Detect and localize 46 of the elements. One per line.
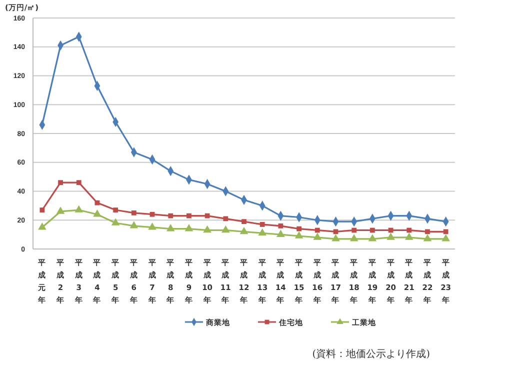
point [93, 210, 102, 217]
point [131, 210, 136, 216]
point [166, 224, 175, 232]
point [130, 221, 138, 228]
point [350, 234, 358, 242]
point [184, 224, 194, 232]
point [314, 228, 320, 233]
point [442, 234, 450, 242]
point [38, 222, 46, 230]
point [332, 234, 340, 242]
point [204, 213, 210, 218]
point [333, 229, 338, 234]
point [296, 226, 302, 232]
point [76, 180, 82, 186]
point [203, 225, 212, 233]
point [313, 232, 322, 240]
point [221, 225, 230, 233]
point [423, 234, 432, 242]
point [352, 228, 357, 233]
point [150, 212, 155, 217]
point [186, 213, 192, 218]
point [223, 216, 228, 222]
text: (資料：地価公示より作成) [312, 348, 430, 360]
point [370, 228, 375, 233]
point [74, 205, 84, 212]
point [240, 226, 248, 234]
point [40, 208, 45, 212]
point [242, 219, 246, 224]
point [113, 208, 118, 212]
point [425, 229, 430, 234]
point [294, 231, 304, 238]
point [148, 222, 156, 230]
point [58, 180, 63, 186]
point [443, 229, 448, 234]
point [94, 200, 100, 206]
point [258, 228, 267, 236]
point [278, 223, 284, 228]
point [168, 213, 174, 218]
point [386, 232, 395, 240]
point [111, 218, 120, 226]
point [260, 222, 265, 227]
point [276, 230, 285, 237]
point [406, 228, 412, 233]
point [368, 234, 377, 242]
point [56, 206, 65, 214]
point [404, 232, 414, 240]
